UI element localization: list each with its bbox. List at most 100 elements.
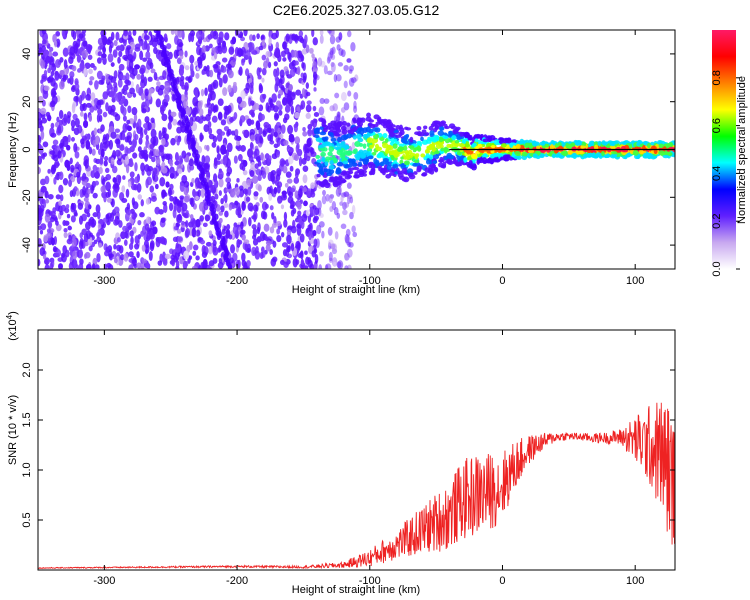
- heatmap-cell: [279, 158, 286, 167]
- heatmap-cell: [277, 127, 281, 134]
- heatmap-cell: [252, 227, 258, 238]
- heatmap-cell: [112, 165, 118, 174]
- heatmap-cell: [249, 170, 255, 178]
- heatmap-band-cell: [367, 122, 373, 127]
- heatmap-cell: [86, 264, 92, 269]
- heatmap-cell: [148, 251, 153, 262]
- heatmap-cell: [333, 206, 339, 216]
- heatmap-cell: [277, 198, 282, 204]
- heatmap-band-cell: [570, 142, 576, 147]
- heatmap-cell: [228, 234, 233, 240]
- heatmap-cell: [343, 80, 348, 89]
- heatmap-cell: [264, 236, 269, 241]
- heatmap-band-cell: [508, 156, 514, 161]
- heatmap-cell: [237, 154, 243, 162]
- colorbar: 0.0 0.2 0.4 0.6 0.8 Normalized spectral ampl…: [711, 30, 748, 277]
- heatmap-band-cell: [443, 123, 448, 129]
- heatmap-cell: [50, 211, 56, 217]
- heatmap-cell: [296, 66, 301, 76]
- heatmap-cell: [183, 195, 190, 203]
- heatmap-cell: [237, 259, 241, 269]
- heatmap-cell: [340, 107, 346, 113]
- heatmap-cell: [243, 239, 250, 244]
- heatmap-cell: [331, 62, 336, 73]
- heatmap-cell: [48, 75, 54, 83]
- heatmap-x-tick-label: 100: [626, 275, 644, 287]
- heatmap-cell: [338, 32, 343, 41]
- snr-x-tick-label: 100: [626, 575, 644, 587]
- heatmap-band-cell: [601, 140, 606, 146]
- heatmap-cell: [319, 34, 324, 45]
- heatmap-cell: [39, 195, 44, 206]
- heatmap-cell: [123, 253, 129, 262]
- heatmap-cell: [313, 76, 317, 86]
- heatmap-cell: [301, 213, 308, 222]
- heatmap-cell: [258, 45, 264, 51]
- heatmap-cell: [58, 142, 64, 149]
- heatmap-cell: [333, 73, 338, 83]
- heatmap-cell: [136, 73, 142, 80]
- snr-x-axis-label: Height of straight line (km): [292, 584, 420, 596]
- heatmap-y-tick-label: 20: [21, 96, 33, 108]
- heatmap-band-cell: [438, 162, 444, 168]
- heatmap-band-cell: [610, 142, 615, 147]
- heatmap-cell: [88, 80, 93, 86]
- heatmap-cell: [269, 205, 274, 211]
- heatmap-cell: [93, 172, 100, 179]
- heatmap-cell: [265, 240, 272, 246]
- heatmap-cell: [222, 154, 228, 165]
- heatmap-cell: [216, 71, 221, 80]
- heatmap-cell: [97, 99, 104, 106]
- heatmap-band-cell: [346, 122, 351, 127]
- heatmap-cell: [153, 46, 158, 55]
- heatmap-band-cell: [454, 140, 460, 144]
- heatmap-cell: [77, 56, 82, 62]
- heatmap-cell: [95, 264, 100, 269]
- heatmap-cell: [44, 264, 50, 269]
- heatmap-band-cell: [330, 137, 337, 142]
- heatmap-cell: [178, 50, 184, 57]
- heatmap-band-cell: [470, 163, 477, 169]
- heatmap-band-cell: [325, 156, 332, 161]
- heatmap-cell: [91, 148, 96, 156]
- heatmap-trace-cell: [193, 159, 199, 166]
- heatmap-cell: [61, 117, 68, 127]
- heatmap-band-cell: [465, 149, 471, 154]
- heatmap-cell: [113, 206, 120, 214]
- heatmap-cell: [67, 225, 73, 231]
- heatmap-band-cell: [556, 152, 561, 157]
- heatmap-cell: [276, 234, 282, 243]
- heatmap-cell: [129, 87, 135, 95]
- heatmap-cell: [281, 190, 287, 196]
- heatmap-band-cell: [360, 117, 366, 123]
- heatmap-cell: [161, 237, 166, 245]
- heatmap-cell: [297, 35, 304, 42]
- heatmap-cell: [43, 69, 48, 76]
- heatmap-trace-cell: [155, 32, 160, 40]
- heatmap-band-cell: [352, 135, 357, 140]
- heatmap-cell: [143, 127, 148, 136]
- heatmap-cell: [148, 151, 153, 160]
- heatmap-band-cell: [461, 138, 467, 145]
- heatmap-cell: [155, 98, 162, 108]
- heatmap-band-cell: [416, 130, 423, 137]
- heatmap-cell: [204, 155, 211, 164]
- heatmap-cell: [242, 160, 248, 167]
- heatmap-cell: [167, 187, 172, 197]
- heatmap-cell: [69, 75, 74, 85]
- heatmap-band-cell: [323, 168, 328, 173]
- heatmap-cell: [116, 45, 122, 51]
- heatmap-cell: [140, 64, 146, 74]
- heatmap-x-tick-label: -200: [226, 275, 248, 287]
- heatmap-cell: [218, 217, 223, 224]
- heatmap-band-cell: [336, 149, 343, 155]
- heatmap-cell: [217, 98, 224, 107]
- heatmap-cell: [243, 261, 248, 269]
- heatmap-cell: [98, 166, 103, 175]
- heatmap-cell: [305, 209, 310, 217]
- heatmap-cell: [284, 182, 289, 188]
- heatmap-cell: [268, 36, 272, 47]
- heatmap-band-cell: [369, 144, 374, 149]
- heatmap-cell: [286, 234, 292, 245]
- heatmap-band-cell: [413, 159, 420, 163]
